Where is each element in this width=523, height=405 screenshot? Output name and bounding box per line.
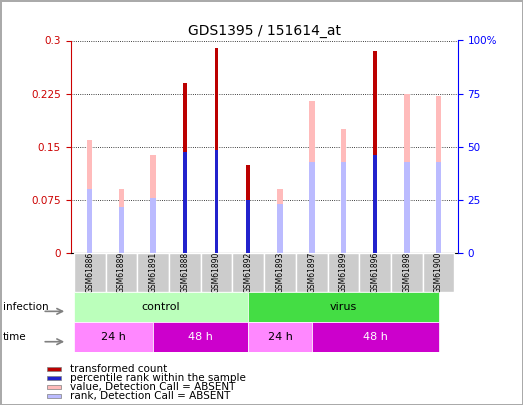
- Bar: [74, 322, 153, 352]
- Bar: [106, 253, 137, 292]
- Text: GSM61886: GSM61886: [85, 252, 94, 293]
- Text: GSM61889: GSM61889: [117, 252, 126, 293]
- Text: rank, Detection Call = ABSENT: rank, Detection Call = ABSENT: [70, 391, 231, 401]
- Bar: [150, 198, 156, 253]
- Bar: [169, 253, 201, 292]
- Text: percentile rank within the sample: percentile rank within the sample: [70, 373, 246, 383]
- Bar: [47, 385, 61, 390]
- Bar: [201, 253, 232, 292]
- Bar: [404, 94, 410, 253]
- Title: GDS1395 / 151614_at: GDS1395 / 151614_at: [188, 24, 340, 38]
- Text: 24 h: 24 h: [268, 332, 292, 342]
- Bar: [340, 129, 346, 253]
- Bar: [87, 140, 93, 253]
- Text: GSM61891: GSM61891: [149, 252, 157, 293]
- Bar: [296, 253, 327, 292]
- Bar: [373, 51, 377, 253]
- Text: GSM61893: GSM61893: [276, 252, 285, 293]
- Bar: [119, 190, 124, 253]
- Text: GSM61898: GSM61898: [402, 252, 412, 293]
- Text: GSM61899: GSM61899: [339, 252, 348, 293]
- Bar: [359, 253, 391, 292]
- Bar: [327, 253, 359, 292]
- Text: GSM61888: GSM61888: [180, 252, 189, 293]
- Bar: [232, 253, 264, 292]
- Text: GSM61892: GSM61892: [244, 252, 253, 293]
- Bar: [436, 96, 441, 253]
- Bar: [423, 253, 454, 292]
- Bar: [277, 203, 283, 253]
- Bar: [74, 253, 106, 292]
- Bar: [47, 367, 61, 371]
- Text: transformed count: transformed count: [70, 364, 167, 374]
- Bar: [47, 375, 61, 380]
- Bar: [248, 322, 312, 352]
- Bar: [153, 322, 248, 352]
- Text: infection: infection: [3, 302, 48, 312]
- Bar: [246, 200, 250, 253]
- Text: GSM61897: GSM61897: [307, 252, 316, 293]
- Bar: [183, 83, 187, 253]
- Bar: [436, 162, 441, 253]
- Text: GSM61890: GSM61890: [212, 252, 221, 293]
- Bar: [214, 150, 219, 253]
- Bar: [137, 253, 169, 292]
- Bar: [391, 253, 423, 292]
- Bar: [183, 152, 187, 253]
- Text: 48 h: 48 h: [188, 332, 213, 342]
- Bar: [309, 101, 314, 253]
- Bar: [119, 207, 124, 253]
- Text: 24 h: 24 h: [101, 332, 126, 342]
- Bar: [373, 155, 377, 253]
- Text: GSM61896: GSM61896: [371, 252, 380, 293]
- Bar: [47, 394, 61, 399]
- Text: GSM61900: GSM61900: [434, 252, 443, 293]
- Bar: [74, 292, 248, 322]
- Bar: [309, 162, 314, 253]
- Text: 48 h: 48 h: [363, 332, 388, 342]
- Bar: [404, 162, 410, 253]
- Bar: [312, 322, 439, 352]
- Bar: [264, 253, 296, 292]
- Bar: [248, 292, 439, 322]
- Bar: [340, 162, 346, 253]
- Bar: [87, 190, 93, 253]
- Text: control: control: [142, 302, 180, 312]
- Bar: [246, 164, 250, 253]
- Text: value, Detection Call = ABSENT: value, Detection Call = ABSENT: [70, 382, 235, 392]
- Bar: [277, 190, 283, 253]
- Text: time: time: [3, 332, 26, 342]
- Text: virus: virus: [330, 302, 357, 312]
- Bar: [150, 155, 156, 253]
- Bar: [214, 47, 219, 253]
